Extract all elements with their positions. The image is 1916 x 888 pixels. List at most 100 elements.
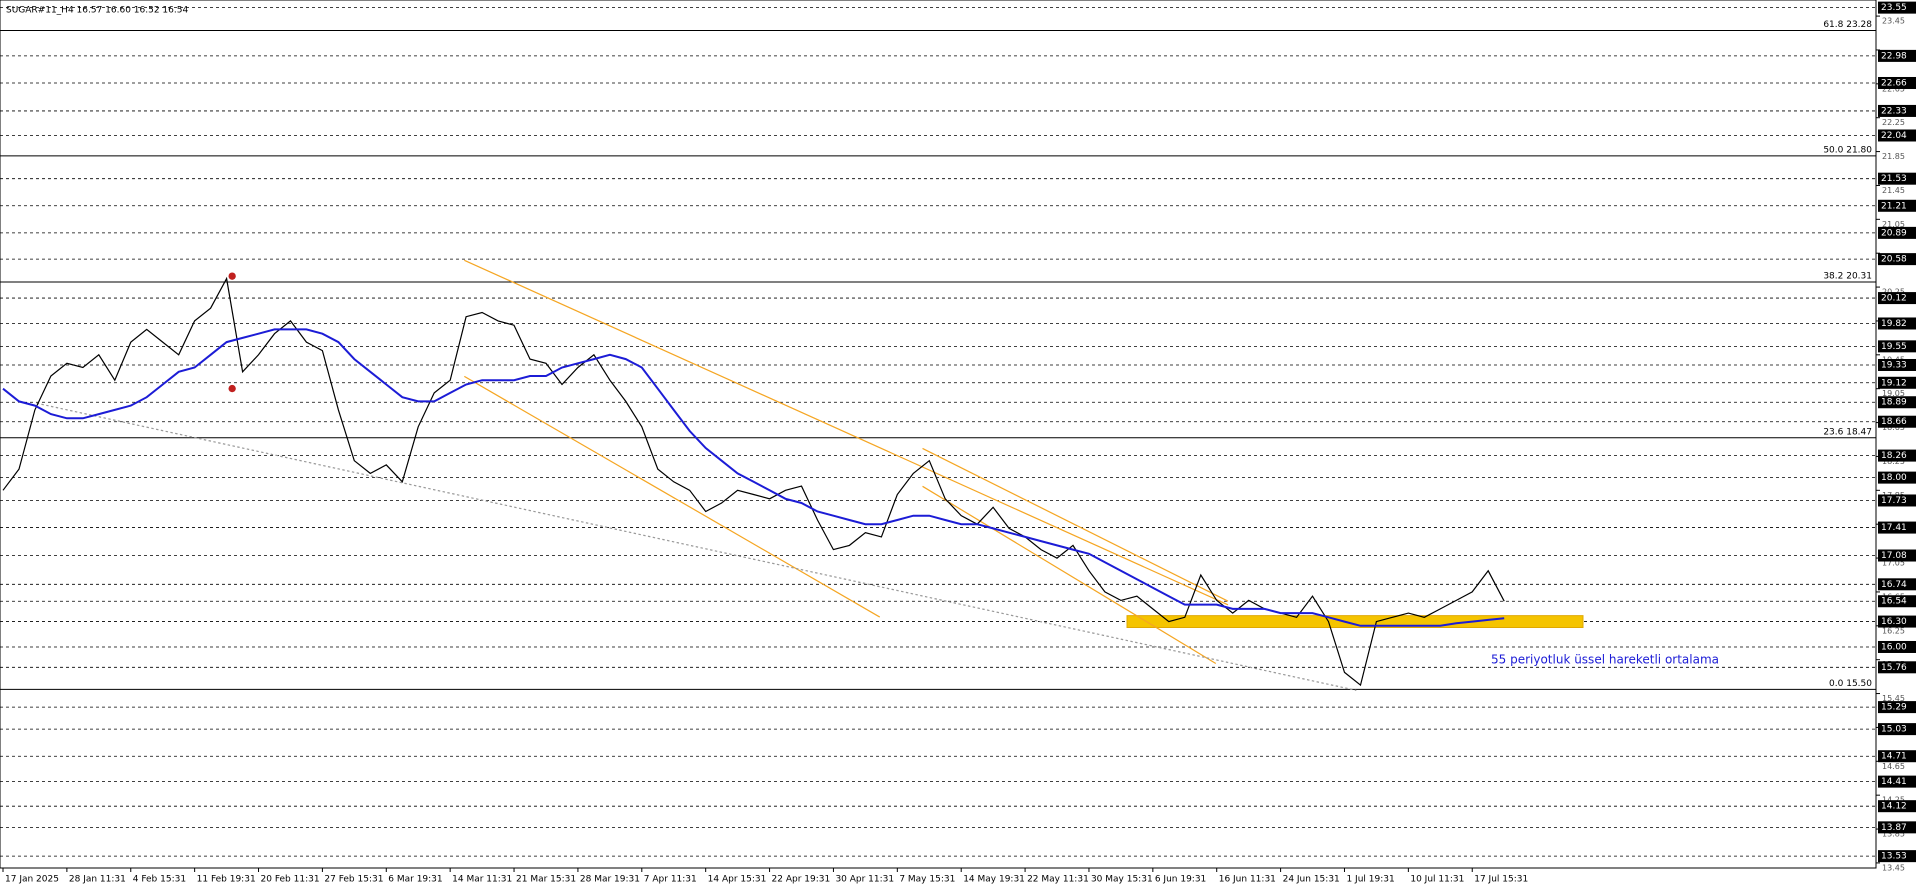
level-label-box: [1878, 850, 1916, 863]
level-label-box: [1878, 340, 1916, 353]
level-label: 16.00: [1881, 642, 1907, 652]
annotation: 55 periyotluk üssel hareketli ortalama: [1491, 653, 1719, 667]
level-label: 18.89: [1881, 398, 1907, 408]
y-tick-label: 23.45: [1882, 17, 1905, 26]
level-label-box: [1878, 1, 1916, 14]
level-label: 22.66: [1881, 78, 1907, 88]
level-label-box: [1878, 775, 1916, 788]
level-label-box: [1878, 376, 1916, 389]
x-tick-label: 27 Feb 15:31: [324, 875, 383, 885]
x-tick-label: 14 May 19:31: [963, 875, 1025, 885]
support-zone: [1126, 615, 1584, 629]
y-tick-label: 14.65: [1882, 762, 1905, 771]
channel-line: [464, 259, 1229, 606]
level-label-box: [1878, 415, 1916, 428]
x-tick-label: 1 Jul 19:31: [1346, 875, 1394, 885]
channel-line: [922, 447, 1229, 602]
level-label-box: [1878, 800, 1916, 813]
level-label: 13.53: [1881, 852, 1907, 862]
level-label: 16.74: [1881, 580, 1907, 590]
y-tick-label: 13.85: [1882, 830, 1905, 839]
level-label: 14.41: [1881, 777, 1907, 787]
level-label-box: [1878, 317, 1916, 330]
level-label: 19.33: [1881, 360, 1907, 370]
plot-frame: [0, 0, 1877, 869]
level-label-box: [1878, 199, 1916, 212]
y-tick-label: 19.05: [1882, 389, 1905, 398]
x-tick-label: 7 Apr 11:31: [644, 875, 697, 885]
level-label-box: [1878, 226, 1916, 239]
level-label-box: [1878, 750, 1916, 763]
level-label-box: [1878, 172, 1916, 185]
level-label-box: [1878, 701, 1916, 714]
level-label: 20.89: [1881, 228, 1907, 238]
fib-label: 38.2 20.31: [1823, 271, 1872, 281]
level-label: 23.55: [1881, 3, 1907, 13]
level-label: 18.26: [1881, 451, 1907, 461]
x-tick-label: 30 Apr 11:31: [835, 875, 894, 885]
level-label: 18.00: [1881, 473, 1907, 483]
x-tick-label: 28 Jan 11:31: [69, 875, 126, 885]
channel-line: [464, 375, 881, 618]
level-label-box: [1878, 76, 1916, 89]
chart-title: SUGAR#11_H4 16.57 16.60 16.52 16.54: [6, 6, 188, 16]
level-label-box: [1878, 723, 1916, 736]
y-tick-label: 21.45: [1882, 186, 1905, 195]
level-label-box: [1878, 640, 1916, 653]
x-tick-label: 21 Mar 15:31: [516, 875, 576, 885]
y-tick-label: 22.25: [1882, 118, 1905, 127]
level-label: 15.76: [1881, 663, 1907, 673]
level-label: 16.30: [1881, 617, 1907, 627]
level-label: 21.53: [1881, 174, 1907, 184]
level-label-box: [1878, 129, 1916, 142]
level-label: 16.54: [1881, 597, 1907, 607]
level-label-box: [1878, 821, 1916, 834]
level-label-box: [1878, 104, 1916, 117]
level-label-box: [1878, 396, 1916, 409]
level-label-box: [1878, 578, 1916, 591]
x-tick-label: 20 Feb 11:31: [261, 875, 320, 885]
x-tick-label: 28 Mar 19:31: [580, 875, 640, 885]
level-label-box: [1878, 471, 1916, 484]
x-tick-label: 11 Feb 19:31: [197, 875, 256, 885]
x-tick-label: 14 Apr 15:31: [708, 875, 767, 885]
x-tick-label: 14 Mar 11:31: [452, 875, 512, 885]
y-tick-label: 21.05: [1882, 220, 1905, 229]
level-label: 19.82: [1881, 319, 1907, 329]
level-label: 21.21: [1881, 201, 1907, 211]
level-label: 22.33: [1881, 106, 1907, 116]
x-tick-label: 10 Jul 11:31: [1410, 875, 1464, 885]
level-label: 20.58: [1881, 255, 1907, 265]
level-label-box: [1878, 49, 1916, 62]
y-tick-label: 21.85: [1882, 152, 1905, 161]
level-label: 19.55: [1881, 342, 1907, 352]
level-label-box: [1878, 292, 1916, 305]
level-label: 17.41: [1881, 523, 1907, 533]
level-label: 22.98: [1881, 51, 1907, 61]
trend-line: [36, 402, 1357, 691]
level-label-box: [1878, 549, 1916, 562]
level-label: 17.73: [1881, 496, 1907, 506]
x-tick-label: 22 May 11:31: [1027, 875, 1089, 885]
level-label: 13.87: [1881, 823, 1907, 833]
level-label-box: [1878, 494, 1916, 507]
x-tick-label: 30 May 15:31: [1091, 875, 1153, 885]
x-tick-label: 6 Jun 19:31: [1155, 875, 1206, 885]
trendlines: [36, 259, 1357, 691]
level-label-box: [1878, 253, 1916, 266]
level-label: 15.03: [1881, 725, 1907, 735]
level-label-box: [1878, 521, 1916, 534]
fib-label: 0.0 15.50: [1829, 679, 1872, 689]
level-label: 22.04: [1881, 131, 1907, 141]
level-label: 20.12: [1881, 294, 1907, 304]
level-label-box: [1878, 661, 1916, 674]
x-tick-label: 7 May 15:31: [899, 875, 955, 885]
y-tick-label: 20.25: [1882, 288, 1905, 297]
level-label: 15.29: [1881, 703, 1907, 713]
x-tick-label: 24 Jun 15:31: [1283, 875, 1340, 885]
y-tick-label: 16.25: [1882, 626, 1905, 635]
marker: [228, 272, 236, 280]
x-tick-label: 17 Jul 15:31: [1474, 875, 1528, 885]
